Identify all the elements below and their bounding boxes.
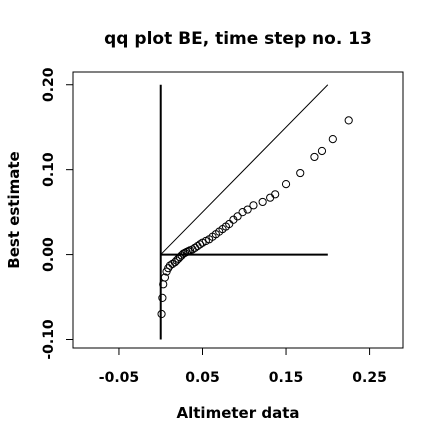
data-point	[258, 197, 267, 207]
data-point	[249, 201, 258, 210]
data-point	[243, 205, 252, 214]
chart-title: qq plot BE, time step no. 13	[104, 29, 372, 49]
data-point	[281, 179, 291, 189]
data-points	[157, 116, 353, 319]
identity-reference-line	[160, 84, 329, 255]
x-tick-label: 0.15	[269, 370, 304, 386]
x-tick-label: 0.05	[185, 370, 220, 386]
data-point	[328, 134, 337, 144]
data-point	[238, 208, 247, 217]
x-tick-label: 0.25	[352, 370, 387, 386]
data-point	[271, 190, 280, 199]
data-point	[296, 168, 305, 178]
data-point	[344, 116, 353, 125]
data-point	[310, 152, 319, 162]
y-tick-label: 0.10	[41, 152, 57, 187]
x-axis-label: Altimeter data	[177, 404, 300, 422]
y-tick-label: -0.10	[41, 319, 57, 360]
data-point	[158, 293, 167, 302]
data-point	[164, 264, 173, 273]
y-axis: -0.10 0.00 0.10 0.20	[41, 67, 74, 360]
y-tick-label: 0.00	[41, 237, 57, 272]
data-point	[160, 273, 169, 282]
x-axis: -0.05 0.05 0.15 0.25	[99, 347, 387, 386]
data-point	[157, 309, 166, 319]
data-point	[233, 212, 242, 221]
data-point	[225, 219, 234, 229]
y-tick-label: 0.20	[41, 67, 57, 102]
x-tick-label: -0.05	[99, 370, 139, 386]
y-axis-label: Best estimate	[5, 151, 23, 268]
data-point	[317, 146, 327, 156]
data-point	[184, 247, 193, 256]
